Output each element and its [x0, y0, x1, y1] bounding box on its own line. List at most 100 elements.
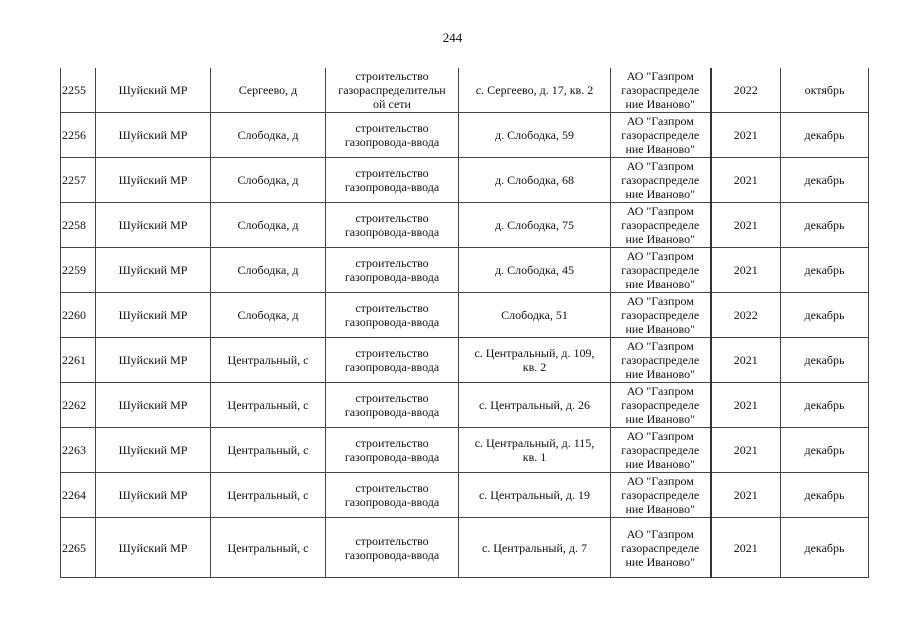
address-cell: д. Слободка, 68 — [458, 157, 611, 203]
month-cell: октябрь — [780, 68, 869, 113]
address-cell: с. Центральный, д. 26 — [458, 382, 611, 428]
table-row: 2262 Шуйский МР Центральный, с строительств… — [60, 382, 869, 428]
year-cell: 2021 — [710, 382, 781, 428]
district-cell: Шуйский МР — [95, 472, 211, 518]
month-cell: декабрь — [780, 112, 869, 158]
locality-cell: Центральный, с — [210, 427, 326, 473]
table-row: 2261 Шуйский МР Центральный, с строительств… — [60, 337, 869, 383]
table-row: 2258 Шуйский МР Слободка, д строительство г… — [60, 202, 869, 248]
organization-cell: АО "Газпром газораспределе ние Иваново" — [610, 247, 712, 293]
address-cell: с. Центральный, д. 115, кв. 1 — [458, 427, 611, 473]
address-cell: с. Сергеево, д. 17, кв. 2 — [458, 68, 611, 113]
organization-cell: АО "Газпром газораспределе ние Иваново" — [610, 112, 712, 158]
address-cell: д. Слободка, 45 — [458, 247, 611, 293]
year-cell: 2021 — [710, 337, 781, 383]
district-cell: Шуйский МР — [95, 157, 211, 203]
month-cell: декабрь — [780, 427, 869, 473]
organization-cell: АО "Газпром газораспределе ние Иваново" — [610, 517, 712, 578]
locality-cell: Слободка, д — [210, 247, 326, 293]
work-type-cell: строительство газопровода-ввода — [325, 427, 459, 473]
organization-cell: АО "Газпром газораспределе ние Иваново" — [610, 68, 712, 113]
row-number: 2261 — [60, 337, 96, 383]
month-cell: декабрь — [780, 292, 869, 338]
address-cell: Слободка, 51 — [458, 292, 611, 338]
table-row: 2260 Шуйский МР Слободка, д строительство г… — [60, 292, 869, 338]
page-number: 244 — [442, 30, 463, 45]
table-row: 2255 Шуйский МР Сергеево, д строительство г… — [60, 68, 869, 113]
month-cell: декабрь — [780, 517, 869, 578]
row-number: 2264 — [60, 472, 96, 518]
row-number: 2259 — [60, 247, 96, 293]
row-number: 2260 — [60, 292, 96, 338]
table-row: 2257 Шуйский МР Слободка, д строительство г… — [60, 157, 869, 203]
organization-cell: АО "Газпром газораспределе ние Иваново" — [610, 157, 712, 203]
table-row: 2256 Шуйский МР Слободка, д строительство г… — [60, 112, 869, 158]
locality-cell: Центральный, с — [210, 517, 326, 578]
year-cell: 2021 — [710, 517, 781, 578]
row-number: 2256 — [60, 112, 96, 158]
district-cell: Шуйский МР — [95, 382, 211, 428]
year-cell: 2021 — [710, 157, 781, 203]
organization-cell: АО "Газпром газораспределе ние Иваново" — [610, 337, 712, 383]
row-number: 2262 — [60, 382, 96, 428]
address-cell: д. Слободка, 75 — [458, 202, 611, 248]
year-cell: 2021 — [710, 472, 781, 518]
district-cell: Шуйский МР — [95, 112, 211, 158]
address-cell: с. Центральный, д. 7 — [458, 517, 611, 578]
gasification-table: 2255 Шуйский МР Сергеево, д строительство г… — [60, 68, 869, 578]
work-type-cell: строительство газопровода-ввода — [325, 202, 459, 248]
address-cell: с. Центральный, д. 109, кв. 2 — [458, 337, 611, 383]
district-cell: Шуйский МР — [95, 247, 211, 293]
locality-cell: Слободка, д — [210, 292, 326, 338]
table-row: 2265 Шуйский МР Центральный, с строительств… — [60, 517, 869, 578]
locality-cell: Слободка, д — [210, 112, 326, 158]
year-cell: 2022 — [710, 68, 781, 113]
locality-cell: Центральный, с — [210, 382, 326, 428]
month-cell: декабрь — [780, 337, 869, 383]
work-type-cell: строительство газопровода-ввода — [325, 157, 459, 203]
work-type-cell: строительство газопровода-ввода — [325, 337, 459, 383]
organization-cell: АО "Газпром газораспределе ние Иваново" — [610, 427, 712, 473]
district-cell: Шуйский МР — [95, 337, 211, 383]
row-number: 2265 — [60, 517, 96, 578]
year-cell: 2021 — [710, 247, 781, 293]
month-cell: декабрь — [780, 472, 869, 518]
table-row: 2264 Шуйский МР Центральный, с строительств… — [60, 472, 869, 518]
year-cell: 2021 — [710, 427, 781, 473]
year-cell: 2021 — [710, 202, 781, 248]
month-cell: декабрь — [780, 247, 869, 293]
locality-cell: Слободка, д — [210, 157, 326, 203]
locality-cell: Центральный, с — [210, 337, 326, 383]
organization-cell: АО "Газпром газораспределе ние Иваново" — [610, 382, 712, 428]
work-type-cell: строительство газопровода-ввода — [325, 517, 459, 578]
table-row: 2263 Шуйский МР Центральный, с строительств… — [60, 427, 869, 473]
month-cell: декабрь — [780, 382, 869, 428]
district-cell: Шуйский МР — [95, 68, 211, 113]
organization-cell: АО "Газпром газораспределе ние Иваново" — [610, 202, 712, 248]
work-type-cell: строительство газораспределительн ой сет… — [325, 68, 459, 113]
locality-cell: Центральный, с — [210, 472, 326, 518]
row-number: 2257 — [60, 157, 96, 203]
work-type-cell: строительство газопровода-ввода — [325, 112, 459, 158]
work-type-cell: строительство газопровода-ввода — [325, 292, 459, 338]
row-number: 2263 — [60, 427, 96, 473]
row-number: 2258 — [60, 202, 96, 248]
year-cell: 2021 — [710, 112, 781, 158]
work-type-cell: строительство газопровода-ввода — [325, 247, 459, 293]
work-type-cell: строительство газопровода-ввода — [325, 382, 459, 428]
district-cell: Шуйский МР — [95, 292, 211, 338]
locality-cell: Сергеево, д — [210, 68, 326, 113]
address-cell: д. Слободка, 59 — [458, 112, 611, 158]
district-cell: Шуйский МР — [95, 517, 211, 578]
locality-cell: Слободка, д — [210, 202, 326, 248]
table-row: 2259 Шуйский МР Слободка, д строительство г… — [60, 247, 869, 293]
address-cell: с. Центральный, д. 19 — [458, 472, 611, 518]
district-cell: Шуйский МР — [95, 427, 211, 473]
month-cell: декабрь — [780, 202, 869, 248]
district-cell: Шуйский МР — [95, 202, 211, 248]
work-type-cell: строительство газопровода-ввода — [325, 472, 459, 518]
year-cell: 2022 — [710, 292, 781, 338]
row-number: 2255 — [60, 68, 96, 113]
month-cell: декабрь — [780, 157, 869, 203]
organization-cell: АО "Газпром газораспределе ние Иваново" — [610, 472, 712, 518]
